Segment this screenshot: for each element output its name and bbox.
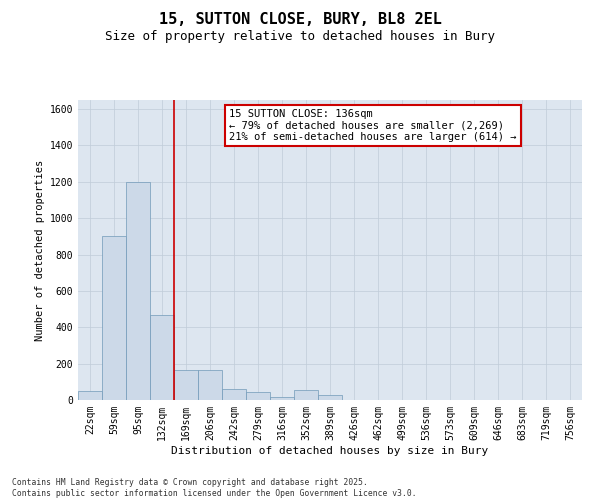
Bar <box>174 370 198 400</box>
Bar <box>126 182 150 400</box>
Bar <box>222 389 246 400</box>
Bar <box>246 392 270 400</box>
Bar <box>270 398 294 400</box>
Text: 15, SUTTON CLOSE, BURY, BL8 2EL: 15, SUTTON CLOSE, BURY, BL8 2EL <box>158 12 442 28</box>
X-axis label: Distribution of detached houses by size in Bury: Distribution of detached houses by size … <box>172 446 488 456</box>
Bar <box>294 390 318 400</box>
Text: Contains HM Land Registry data © Crown copyright and database right 2025.
Contai: Contains HM Land Registry data © Crown c… <box>12 478 416 498</box>
Bar <box>198 370 222 400</box>
Bar <box>318 394 342 400</box>
Text: 15 SUTTON CLOSE: 136sqm
← 79% of detached houses are smaller (2,269)
21% of semi: 15 SUTTON CLOSE: 136sqm ← 79% of detache… <box>229 109 517 142</box>
Y-axis label: Number of detached properties: Number of detached properties <box>35 160 46 340</box>
Bar <box>150 314 174 400</box>
Text: Size of property relative to detached houses in Bury: Size of property relative to detached ho… <box>105 30 495 43</box>
Bar <box>102 236 126 400</box>
Bar <box>78 391 102 400</box>
